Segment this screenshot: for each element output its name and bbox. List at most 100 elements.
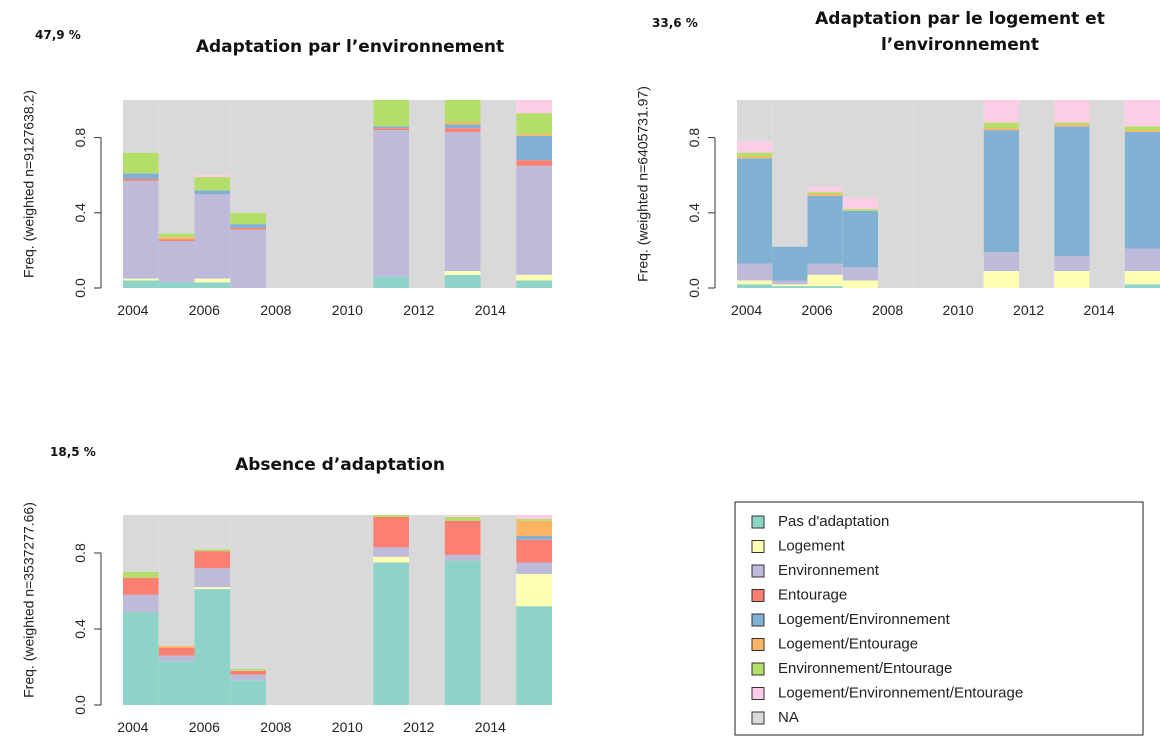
legend-swatch [751, 564, 765, 578]
bar-segment [1124, 248, 1160, 272]
bar-segment [948, 100, 984, 288]
x-tick-label: 2006 [189, 302, 220, 318]
x-tick-label: 2014 [475, 302, 506, 318]
bar-segment [983, 128, 1019, 131]
bar-segment [158, 237, 195, 240]
bar-segment [230, 212, 266, 225]
x-tick-label: 2012 [1013, 302, 1044, 318]
bar-segment [123, 100, 159, 153]
bar-segment [807, 100, 843, 187]
bar-segment [516, 274, 552, 281]
bar-segment [516, 535, 552, 540]
bar-segment [516, 573, 552, 607]
bar-segment [516, 520, 552, 536]
bar-segment [409, 515, 445, 705]
bar-segment [123, 280, 159, 288]
y-tick-label: 0.4 [72, 203, 88, 223]
bar-segment [194, 190, 231, 194]
bar-segment [373, 128, 409, 131]
bar-segment [772, 246, 808, 281]
bar-segment [516, 606, 552, 705]
bar-segment [337, 100, 374, 288]
bar-segment [158, 646, 195, 648]
bar-segment [194, 194, 231, 279]
bar-segment [516, 280, 552, 288]
bar-segment [842, 280, 878, 288]
bar-segment [480, 100, 517, 288]
bar-segment [737, 141, 773, 153]
bar-segment [983, 252, 1019, 272]
x-tick-label: 2004 [117, 719, 148, 735]
bar-segment [230, 515, 266, 669]
x-tick-label: 2010 [332, 302, 363, 318]
bar-segment [1054, 124, 1090, 127]
bar-segment [807, 186, 843, 193]
bar-segment [194, 175, 231, 178]
x-tick-label: 2004 [117, 302, 148, 318]
bar-segment [444, 131, 481, 272]
bar-segment [1089, 100, 1125, 288]
bar-segment [123, 577, 159, 595]
bar-segment [194, 100, 231, 176]
bar-segment [373, 556, 409, 563]
bar-segment [337, 515, 374, 705]
bar-segment [1054, 100, 1090, 123]
bar-segment [123, 173, 159, 179]
bar-segment [1054, 256, 1090, 272]
bar-segment [737, 158, 773, 264]
bar-segment [1054, 122, 1090, 125]
bar-segment [983, 122, 1019, 129]
x-tick-label: 2006 [802, 302, 833, 318]
bar-segment [266, 515, 302, 705]
legend-swatch [751, 540, 765, 553]
y-tick-label: 0.8 [72, 543, 88, 563]
legend-box [734, 501, 1144, 736]
bar-segment [913, 100, 949, 288]
bar-segment [516, 515, 552, 519]
share-annotation: 18,5 % [50, 445, 96, 459]
bar-segment [444, 124, 481, 129]
bar-segment [123, 572, 159, 578]
bar-segment [480, 515, 517, 705]
x-tick-label: 2010 [332, 719, 363, 735]
bar-segment [123, 611, 159, 705]
bar-segment [158, 239, 195, 241]
bar-segment [807, 274, 843, 287]
y-tick-label: 0.8 [686, 128, 702, 148]
x-tick-label: 2012 [403, 719, 434, 735]
bar-segment [194, 515, 231, 550]
x-tick-label: 2010 [943, 302, 974, 318]
bar-segment [516, 165, 552, 275]
legend-label: Pas d'adaptation [778, 513, 889, 530]
y-axis-label: Freq. (weighted n=6405731.97) [634, 86, 650, 282]
bar-segment [123, 180, 159, 279]
bar-segment [158, 282, 195, 288]
bar-segment [373, 126, 409, 129]
legend-swatch [751, 638, 765, 651]
bar-segment [373, 547, 409, 557]
bar-segment [230, 224, 266, 228]
bar-segment [123, 178, 159, 181]
x-tick-label: 2008 [872, 302, 903, 318]
legend-swatch [751, 711, 765, 725]
bar-segment [1054, 271, 1090, 288]
bar-segment [772, 100, 808, 247]
bar-segment [444, 554, 481, 561]
bar-segment [737, 100, 773, 142]
legend-swatch [751, 589, 765, 602]
bar-segment [983, 271, 1019, 288]
bar-segment [444, 128, 481, 132]
bar-segment [516, 518, 552, 521]
bar-segment [737, 156, 773, 159]
bar-segment [737, 284, 773, 288]
bar-segment [983, 130, 1019, 253]
bar-segment [158, 233, 195, 238]
bar-segment [373, 562, 409, 705]
bar-segment [878, 100, 914, 288]
bar-segment [1124, 271, 1160, 285]
x-tick-label: 2008 [260, 302, 291, 318]
legend-label: Logement/Environnement/Entourage [778, 684, 1023, 701]
bar-segment [194, 549, 231, 552]
bar-segment [807, 195, 843, 264]
